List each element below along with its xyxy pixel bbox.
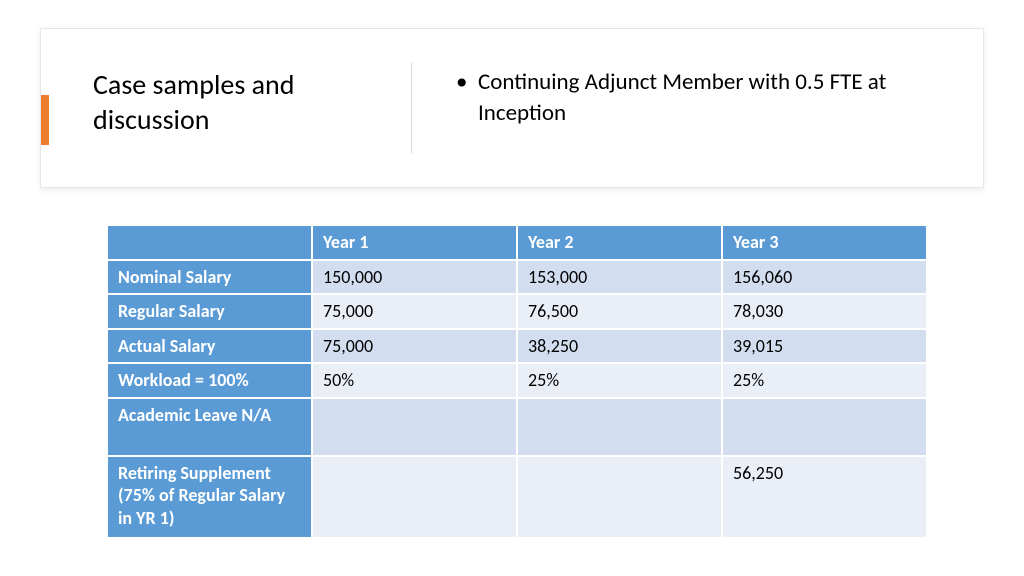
table-row: Nominal Salary 150,000 153,000 156,060 (107, 260, 927, 295)
cell: 25% (517, 363, 722, 398)
header-left: Case samples and discussion (41, 29, 411, 187)
data-table: Year 1 Year 2 Year 3 Nominal Salary 150,… (106, 224, 928, 539)
table-row: Academic Leave N/A (107, 398, 927, 456)
data-table-wrap: Year 1 Year 2 Year 3 Nominal Salary 150,… (106, 224, 928, 539)
row-label: Actual Salary (107, 329, 312, 364)
col-header: Year 2 (517, 225, 722, 260)
cell: 38,250 (517, 329, 722, 364)
col-header: Year 1 (312, 225, 517, 260)
row-label: Retiring Supplement (75% of Regular Sala… (107, 456, 312, 538)
col-header (107, 225, 312, 260)
cell: 150,000 (312, 260, 517, 295)
cell: 56,250 (722, 456, 927, 538)
table-row: Regular Salary 75,000 76,500 78,030 (107, 294, 927, 329)
row-label: Nominal Salary (107, 260, 312, 295)
cell: 75,000 (312, 294, 517, 329)
cell (517, 398, 722, 456)
slide-title: Case samples and discussion (93, 67, 381, 137)
cell: 50% (312, 363, 517, 398)
col-header: Year 3 (722, 225, 927, 260)
cell: 75,000 (312, 329, 517, 364)
row-label: Workload = 100% (107, 363, 312, 398)
cell (312, 398, 517, 456)
table-row: Actual Salary 75,000 38,250 39,015 (107, 329, 927, 364)
cell (722, 398, 927, 456)
table-row: Workload = 100% 50% 25% 25% (107, 363, 927, 398)
cell (312, 456, 517, 538)
cell: 76,500 (517, 294, 722, 329)
row-label: Academic Leave N/A (107, 398, 312, 456)
cell: 25% (722, 363, 927, 398)
cell: 153,000 (517, 260, 722, 295)
accent-bar (41, 95, 49, 145)
cell: 78,030 (722, 294, 927, 329)
bullet-item: Continuing Adjunct Member with 0.5 FTE a… (452, 67, 953, 129)
header-right: Continuing Adjunct Member with 0.5 FTE a… (412, 29, 983, 187)
header-card: Case samples and discussion Continuing A… (40, 28, 984, 188)
row-label: Regular Salary (107, 294, 312, 329)
table-row: Retiring Supplement (75% of Regular Sala… (107, 456, 927, 538)
cell (517, 456, 722, 538)
table-header-row: Year 1 Year 2 Year 3 (107, 225, 927, 260)
cell: 156,060 (722, 260, 927, 295)
cell: 39,015 (722, 329, 927, 364)
